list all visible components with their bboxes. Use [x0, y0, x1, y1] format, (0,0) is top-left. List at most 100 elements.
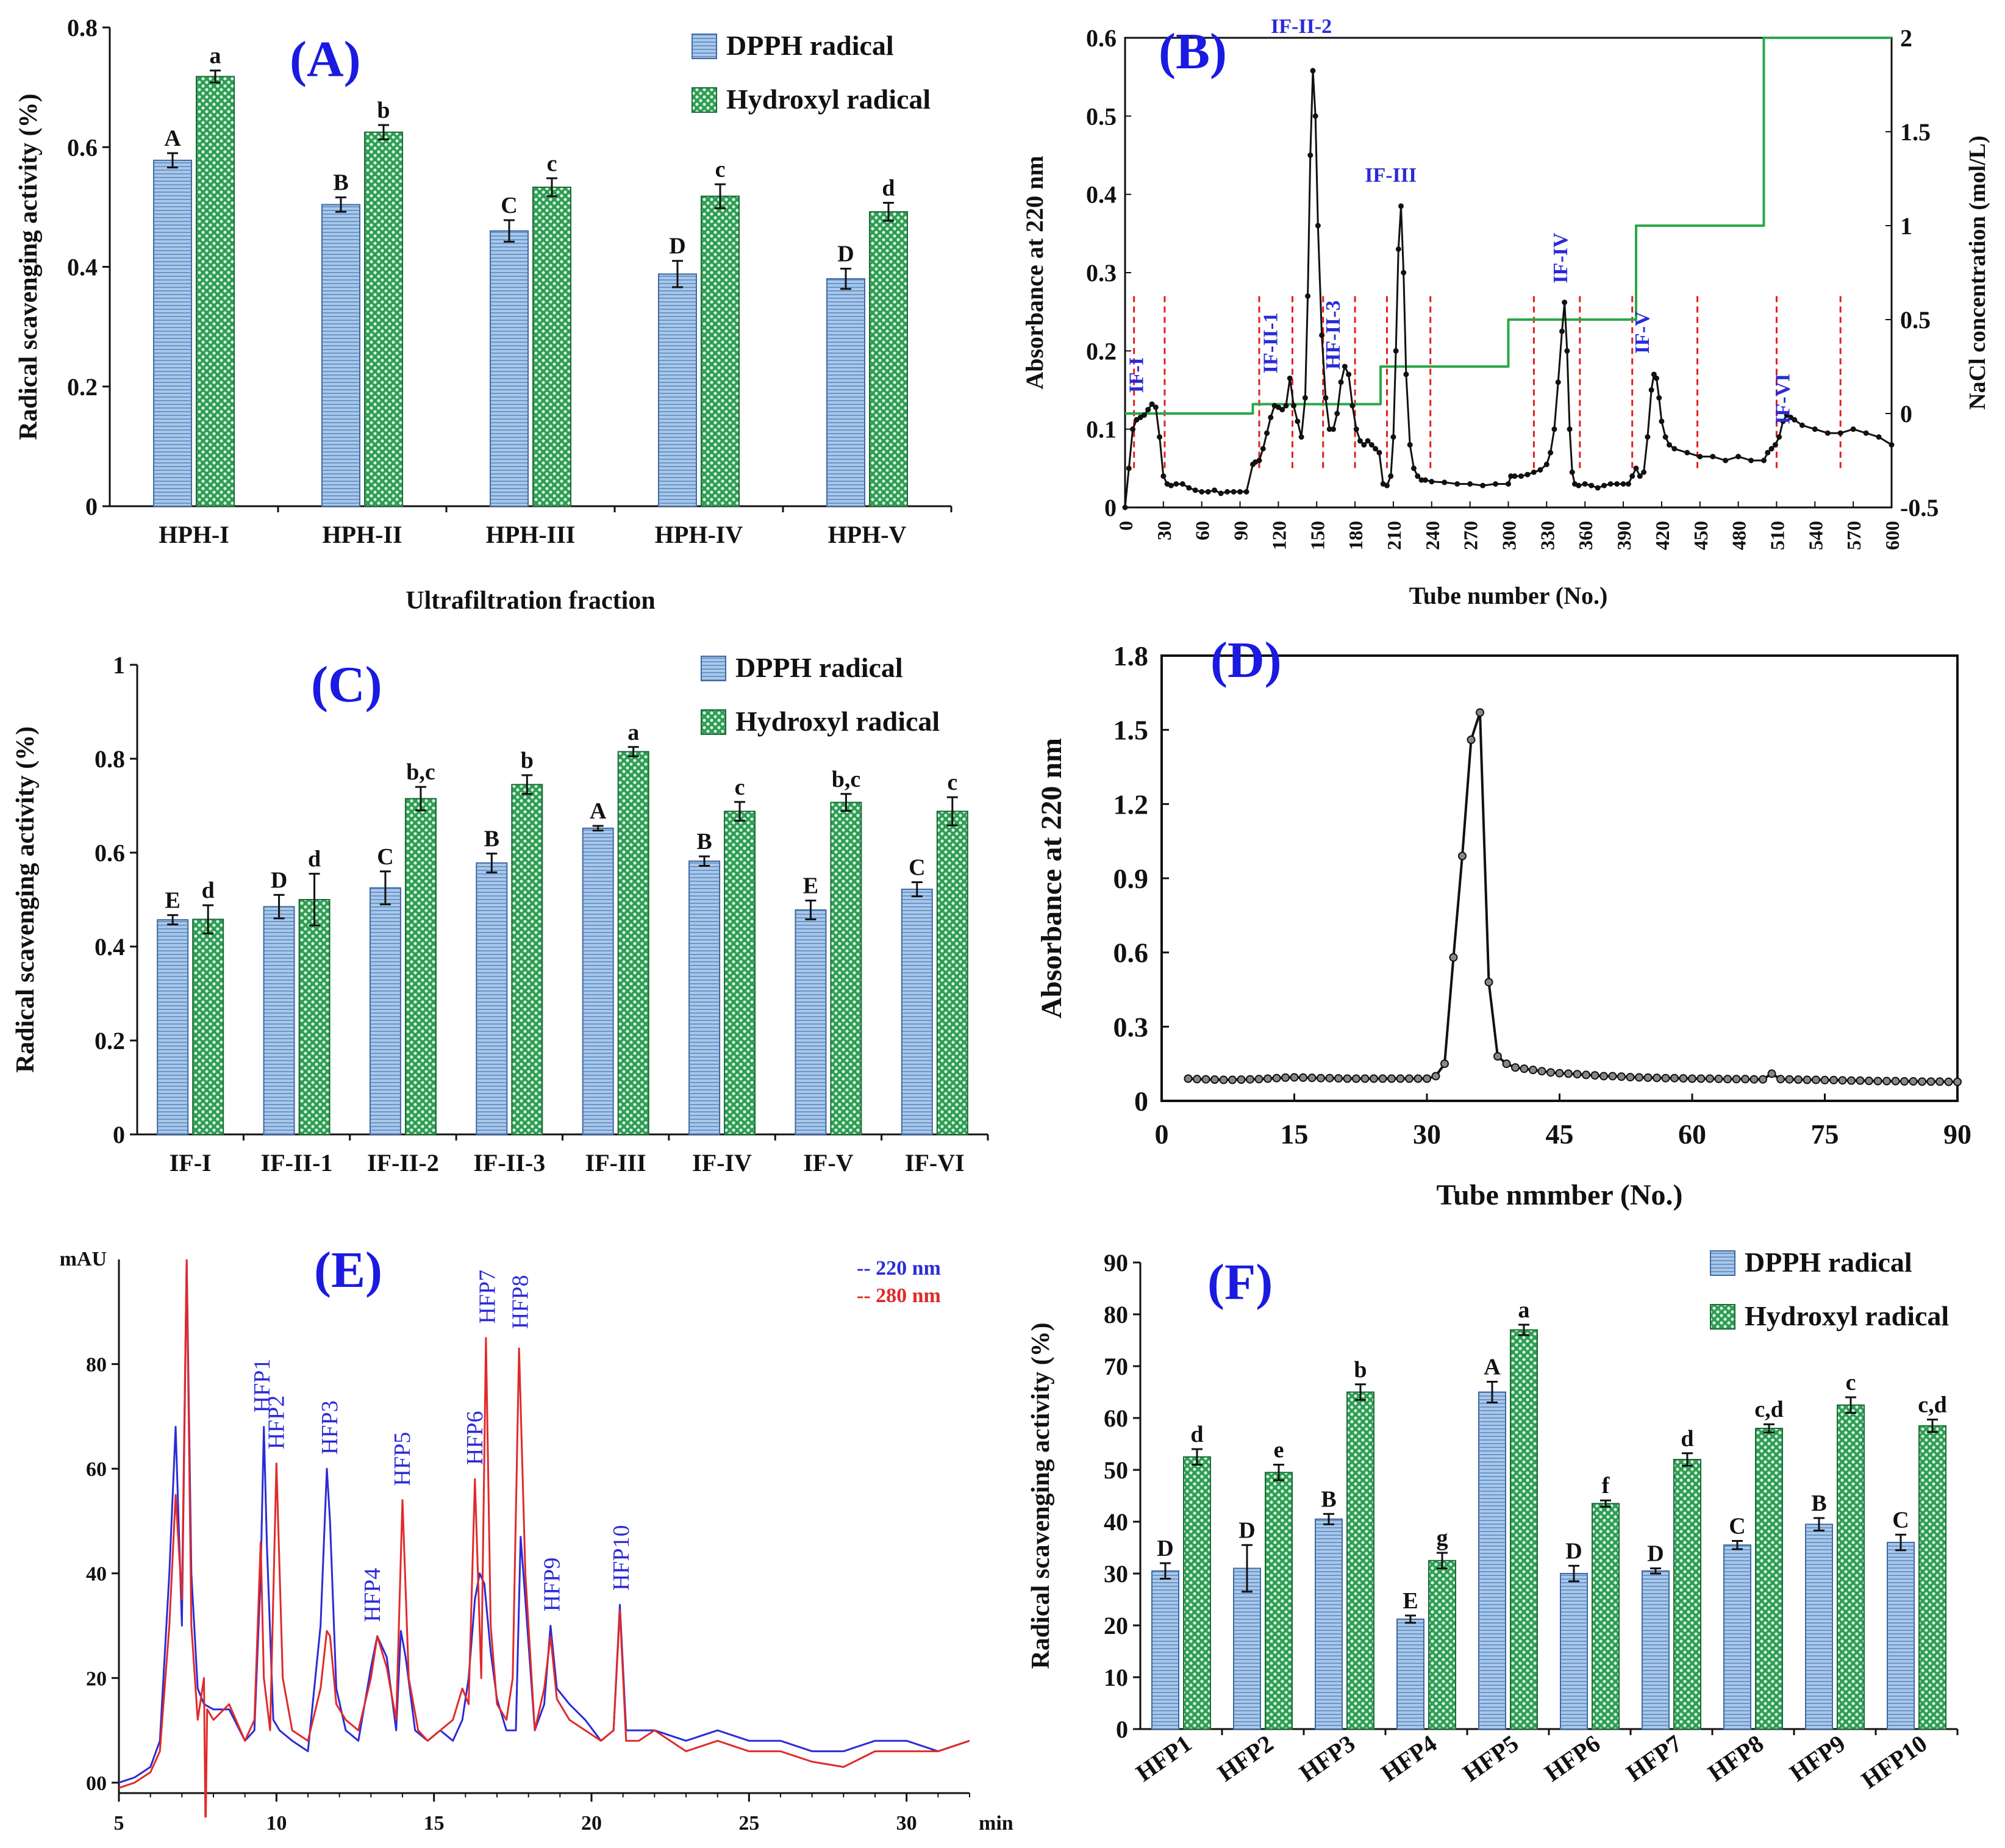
x-tick-label: 30	[1153, 521, 1175, 540]
significance-letter: C	[377, 844, 393, 870]
legend-swatch	[692, 87, 717, 113]
data-point	[1876, 434, 1882, 440]
data-point	[1219, 1075, 1228, 1084]
x-tick-label: 60	[1192, 521, 1213, 540]
data-point	[1302, 395, 1308, 401]
data-point	[1666, 442, 1672, 448]
y-tick-label: 00	[86, 1772, 107, 1795]
panel-label: (E)	[314, 1242, 382, 1298]
data-point	[1548, 449, 1554, 456]
data-point	[1353, 426, 1359, 432]
x-tick-label: HFP7	[1621, 1730, 1687, 1787]
x-unit-label: min	[979, 1812, 1013, 1835]
data-point	[1562, 299, 1568, 306]
x-tick-label: 150	[1306, 521, 1328, 550]
data-point	[1837, 430, 1843, 436]
data-point	[1625, 481, 1631, 487]
significance-letter: D	[669, 234, 685, 259]
data-point	[1856, 1076, 1865, 1085]
x-tick-label: HFP10	[1856, 1730, 1932, 1794]
panel-label: (D)	[1210, 632, 1282, 689]
data-point	[1384, 482, 1390, 489]
data-point	[1260, 446, 1266, 452]
data-point	[1122, 504, 1128, 510]
legend-swatch	[701, 709, 726, 735]
data-point	[1710, 454, 1716, 460]
data-point	[1723, 457, 1729, 464]
data-point	[1228, 1075, 1237, 1084]
data-point	[1361, 442, 1367, 448]
peak-label: HFP1	[249, 1359, 275, 1413]
significance-letter: f	[1602, 1473, 1610, 1499]
data-point	[1299, 1073, 1307, 1082]
data-point	[1506, 481, 1511, 487]
y-tick-label: 20	[1104, 1612, 1128, 1639]
data-point	[1935, 1077, 1944, 1086]
significance-letter: B	[696, 829, 712, 854]
panel-label: (B)	[1159, 23, 1227, 80]
y-axis-title: Radical scavenging activity (%)	[12, 726, 40, 1073]
data-point	[1201, 1075, 1210, 1084]
data-point	[1688, 1074, 1696, 1083]
data-point	[1524, 471, 1531, 478]
data-point	[1334, 410, 1340, 417]
data-point	[1403, 371, 1409, 378]
significance-letter: C	[1729, 1513, 1745, 1539]
x-tick-label: 45	[1546, 1119, 1574, 1150]
data-point	[1573, 1070, 1582, 1079]
bar	[658, 273, 697, 507]
data-point	[1909, 1076, 1918, 1086]
data-point	[1149, 401, 1155, 407]
data-point	[1645, 434, 1651, 440]
data-point	[1388, 473, 1394, 479]
significance-letter: C	[501, 193, 517, 218]
bar	[404, 798, 437, 1135]
data-point	[1926, 1077, 1935, 1086]
x-tick-label: 90	[1943, 1119, 1971, 1150]
x-tick-label: IF-V	[803, 1149, 853, 1176]
significance-letter: D	[1565, 1538, 1582, 1564]
x-tick-label: 600	[1881, 521, 1903, 550]
data-point	[1607, 481, 1614, 487]
data-point	[1803, 1075, 1812, 1084]
significance-letter: C	[909, 855, 925, 881]
data-point	[1263, 1074, 1272, 1083]
legend-swatch	[701, 656, 726, 681]
y-axis-title: Absorbance at 220 nm	[1021, 156, 1048, 389]
data-point	[1865, 1076, 1873, 1086]
data-point	[1423, 1074, 1431, 1083]
x-tick-label: 540	[1804, 521, 1826, 550]
data-point	[1569, 469, 1575, 475]
peak-label: IF-V	[1631, 311, 1654, 354]
y-tick-label: 0	[85, 493, 98, 520]
data-point	[1670, 1073, 1679, 1083]
data-point	[1776, 1075, 1785, 1084]
x-tick-label: 480	[1728, 521, 1750, 550]
bar	[1755, 1428, 1783, 1730]
data-point	[1440, 1059, 1449, 1069]
bar	[1346, 1391, 1374, 1730]
data-point	[1531, 469, 1537, 475]
significance-letter: d	[1190, 1422, 1203, 1447]
data-point	[1529, 1065, 1537, 1075]
data-point	[1141, 412, 1147, 418]
data-point	[1130, 426, 1136, 432]
data-point	[1237, 489, 1243, 495]
data-point	[1882, 1076, 1891, 1086]
bar	[511, 784, 543, 1136]
y2-tick-label: -0.5	[1900, 494, 1939, 521]
bar	[1396, 1618, 1424, 1730]
plot-frame	[1160, 654, 1959, 1102]
data-point	[1493, 481, 1499, 487]
data-point	[1186, 485, 1192, 491]
data-point	[1373, 446, 1379, 452]
data-point	[1799, 422, 1805, 428]
x-tick-label: HFP6	[1539, 1730, 1605, 1787]
trace-280nm	[119, 1259, 970, 1818]
x-tick-label: 10	[266, 1812, 287, 1835]
legend-label: DPPH radical	[1745, 1247, 1912, 1278]
y-tick-label: 0.4	[95, 933, 125, 961]
data-point	[1454, 481, 1460, 487]
data-point	[1458, 851, 1467, 861]
